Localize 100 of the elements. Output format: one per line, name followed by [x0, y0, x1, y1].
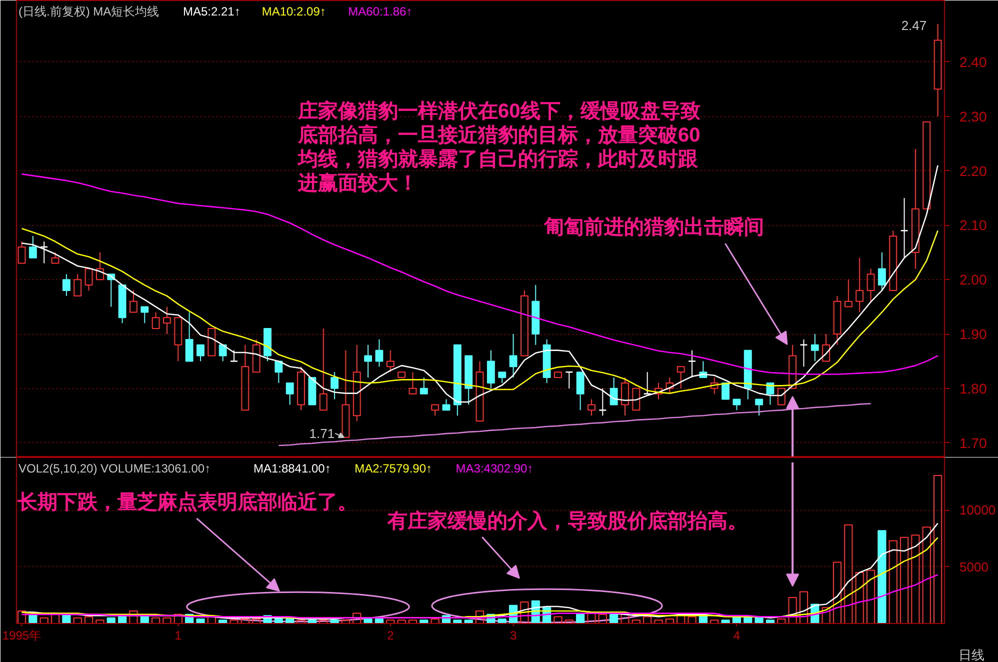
candlestick — [822, 334, 830, 362]
candlestick — [833, 295, 842, 346]
bar — [855, 572, 864, 624]
candlestick — [84, 268, 93, 291]
candlestick — [889, 230, 898, 291]
candlestick — [810, 334, 819, 362]
bar — [84, 616, 94, 624]
bar — [934, 475, 942, 624]
candlestick — [230, 350, 238, 362]
y-tick-label: 1.70 — [960, 434, 987, 451]
bar — [878, 530, 886, 624]
y-tick-label: 5000 — [960, 559, 988, 574]
candlestick — [476, 360, 484, 422]
bar — [218, 620, 228, 624]
bar — [832, 562, 842, 624]
bar — [352, 612, 362, 624]
candlestick — [152, 312, 160, 330]
candlestick — [777, 388, 786, 406]
candlestick — [96, 252, 104, 280]
candlestick — [755, 398, 764, 416]
x-tick-label: 1995年 — [2, 628, 42, 642]
y-tick-label: 2.10 — [960, 217, 987, 234]
candlestick — [130, 290, 138, 313]
annotation: 匍匐前进的猎豹出击瞬间 — [543, 216, 764, 238]
candlestick — [520, 290, 528, 356]
candlestick — [922, 121, 931, 210]
chart-title: (日线.前复权) MA短长均线 — [18, 4, 160, 18]
candlestick — [364, 344, 372, 378]
candlestick — [118, 284, 126, 324]
candlestick — [722, 382, 730, 400]
chart-title: VOL2(5,10,20) VOLUME:13061.00↑ — [18, 461, 211, 476]
text: MA2:7579.90↑ — [354, 461, 432, 476]
candlestick — [610, 377, 618, 406]
candlestick — [308, 377, 316, 406]
bar — [721, 620, 730, 624]
y-tick-label: 2.30 — [960, 108, 987, 124]
x-tick-label: 3 — [510, 628, 517, 642]
candlestick — [676, 366, 685, 389]
bar — [374, 618, 384, 624]
bar — [464, 620, 473, 624]
y-tick-label: 1.80 — [960, 380, 987, 396]
text: MA10:2.09↑ — [262, 4, 326, 18]
bar — [822, 607, 830, 624]
line-series — [21, 173, 938, 375]
candlestick — [509, 334, 518, 378]
x-tick-label: 2 — [387, 628, 394, 642]
annotation: 1.71 — [309, 426, 335, 441]
candlestick — [498, 372, 506, 384]
candlestick — [163, 306, 171, 334]
text: MA3:4302.90↑ — [456, 461, 534, 476]
bar — [888, 540, 898, 624]
candlestick — [911, 148, 920, 270]
candlestick — [174, 317, 182, 362]
bar — [364, 618, 372, 624]
x-tick-label: 4 — [733, 628, 740, 642]
bar — [610, 614, 618, 624]
candlestick — [420, 377, 428, 394]
candlestick — [408, 372, 417, 394]
bar — [922, 526, 931, 624]
candlestick — [286, 382, 294, 406]
text: MA5:2.21↑ — [182, 4, 240, 18]
candlestick — [643, 372, 652, 394]
line-series — [21, 574, 938, 618]
text: MA1:8841.00↑ — [253, 461, 331, 476]
bar — [799, 591, 808, 624]
bar — [911, 534, 920, 624]
candlestick — [342, 350, 350, 438]
bar — [900, 536, 909, 624]
annotation: 庄家像猎豹一样潜伏在60线下，缓慢吸盘导致底部抬高，一旦接近猎豹的目标，放量突破60均线，猎豹就暴露了自己的行踪，此时及时跟进赢面较大！ — [297, 100, 700, 194]
candlestick — [375, 338, 384, 368]
candlestick — [934, 23, 942, 117]
bar — [498, 618, 506, 624]
candlestick — [319, 328, 328, 411]
candlestick — [732, 398, 741, 411]
bar — [196, 618, 205, 624]
bar — [453, 620, 462, 624]
bar — [106, 617, 116, 624]
bar — [330, 620, 339, 624]
bar — [520, 601, 529, 624]
candlestick — [453, 344, 462, 416]
y-tick-label: 10000 — [960, 502, 996, 518]
candlestick — [241, 344, 250, 411]
candlestick — [398, 372, 406, 378]
candlestick — [274, 360, 283, 384]
candlestick — [900, 197, 908, 258]
bar — [274, 618, 283, 624]
candlestick — [576, 372, 584, 411]
candlestick — [28, 236, 37, 258]
candlestick — [185, 312, 194, 362]
candlestick — [866, 268, 875, 302]
candlestick — [554, 372, 562, 378]
candlestick — [632, 388, 640, 411]
annotation: 长期下跌，量芝麻点表明底部临近了。 — [16, 490, 358, 514]
candlestick — [62, 274, 70, 296]
bar — [844, 524, 853, 624]
candlestick — [788, 344, 797, 389]
candlestick — [352, 344, 361, 422]
bar — [866, 570, 876, 624]
candlestick — [744, 350, 752, 400]
text: 日线 — [958, 648, 984, 662]
